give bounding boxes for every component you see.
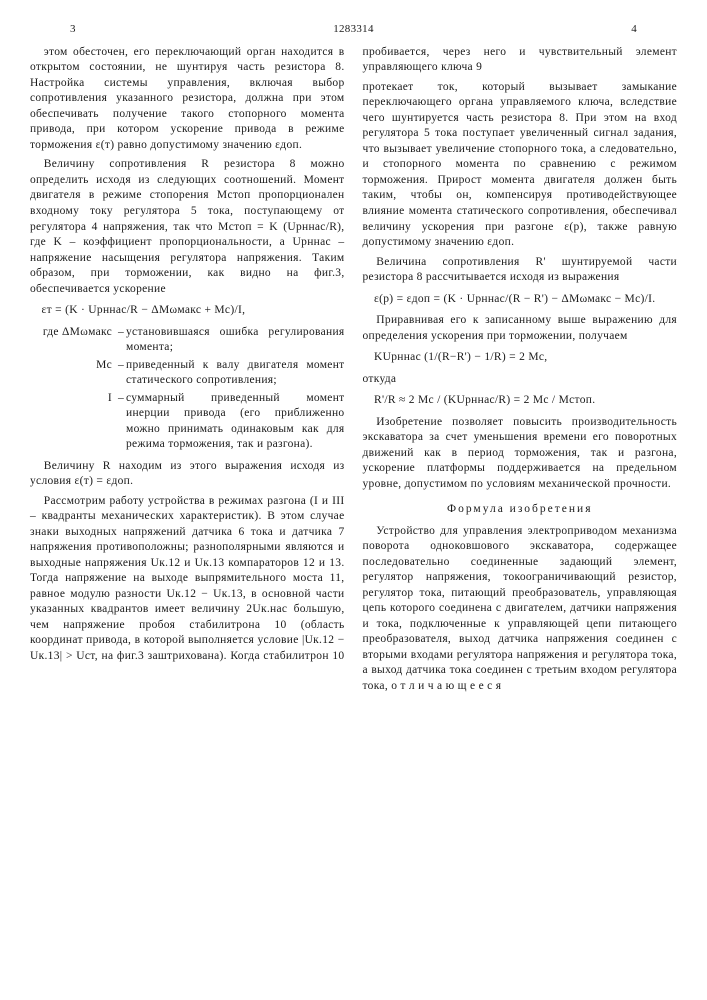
- def-dash: –: [116, 391, 126, 453]
- para-whence: откуда: [363, 372, 678, 388]
- def-symbol: I: [30, 391, 116, 453]
- def-row: Mс – приведенный к валу двигателя момент…: [30, 358, 345, 389]
- para: этом обесточен, его переключающий орган …: [30, 45, 345, 154]
- formula-rprime: R'/R ≈ 2 Mс / (KUрннас/R) = 2 Mс / Mстоп…: [374, 393, 677, 409]
- formula-ku: KUрннас (1/(R−R') − 1/R) = 2 Mс,: [374, 350, 677, 366]
- para: Величину R находим из этого выражения ис…: [30, 459, 345, 490]
- para: протекает ток, который вызывает замыкани…: [363, 80, 678, 251]
- para: Приравнивая его к записанному выше выраж…: [363, 313, 678, 344]
- def-row: I – суммарный приведенный момент инерции…: [30, 391, 345, 453]
- para: Величина сопротивления R' шунтируемой ча…: [363, 255, 678, 286]
- page-num-left: 3: [30, 22, 259, 37]
- def-text: установившаяся ошибка регулирования моме…: [126, 325, 345, 356]
- definitions: где ΔMωмакс – установившаяся ошибка регу…: [30, 325, 345, 453]
- page-header: 3 1283314 4: [30, 22, 677, 37]
- claims-heading: Формула изобретения: [363, 502, 678, 518]
- def-symbol: Mс: [30, 358, 116, 389]
- def-text: приведенный к валу двигателя момент стат…: [126, 358, 345, 389]
- page-num-right: 4: [448, 22, 677, 37]
- claim-para: Устройство для управления электроприводо…: [363, 524, 678, 695]
- def-symbol: где ΔMωмакс: [30, 325, 116, 356]
- patent-number: 1283314: [259, 22, 448, 37]
- def-text: суммарный приведенный момент инерции при…: [126, 391, 345, 453]
- formula-eps-r: ε(р) = εдоп = (K · Uрннас/(R − R') − ΔMω…: [374, 292, 677, 308]
- para: Величину сопротивления R резистора 8 мож…: [30, 157, 345, 297]
- body-columns: этом обесточен, его переключающий орган …: [30, 45, 677, 695]
- para: Изобретение позволяет повысить производи…: [363, 415, 678, 493]
- def-dash: –: [116, 358, 126, 389]
- def-row: где ΔMωмакс – установившаяся ошибка регу…: [30, 325, 345, 356]
- formula-eps-t: εт = (K · Uрннас/R − ΔMωмакс + Mс)/I,: [42, 303, 345, 319]
- def-dash: –: [116, 325, 126, 356]
